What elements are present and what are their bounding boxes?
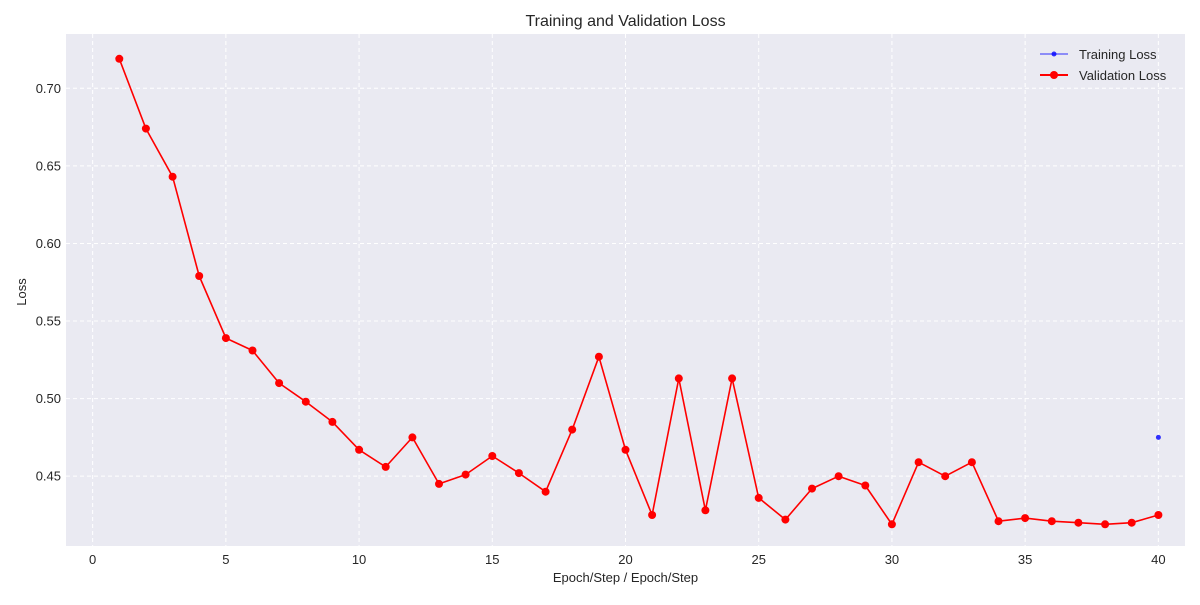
- data-point: [887, 520, 896, 529]
- x-tick-label: 15: [485, 552, 499, 567]
- data-point: [728, 374, 737, 383]
- x-tick-label: 0: [89, 552, 96, 567]
- data-point: [1154, 511, 1163, 519]
- y-tick-label: 0.45: [36, 469, 61, 484]
- y-tick-label: 0.60: [36, 236, 61, 251]
- y-axis-label: Loss: [14, 278, 29, 306]
- data-point: [408, 433, 417, 442]
- legend-marker-training: [1051, 51, 1057, 57]
- series-layer: [115, 54, 1163, 529]
- data-point: [1074, 518, 1083, 527]
- data-point: [168, 172, 177, 181]
- legend-label-training: Training Loss: [1079, 47, 1157, 62]
- x-tick-label: 30: [885, 552, 899, 567]
- x-axis-label: Epoch/Step / Epoch/Step: [553, 570, 698, 585]
- data-point: [221, 334, 230, 343]
- y-tick-labels: 0.45 0.50 0.55 0.60 0.65 0.70: [36, 81, 61, 484]
- data-point: [328, 417, 337, 426]
- data-point: [1127, 518, 1136, 527]
- legend: Training Loss Validation Loss: [1040, 47, 1167, 83]
- data-point: [701, 506, 710, 515]
- series-training-loss: [1155, 434, 1161, 440]
- legend-marker-validation: [1050, 71, 1058, 79]
- data-point: [275, 379, 284, 388]
- chart-title: Training and Validation Loss: [525, 13, 725, 30]
- data-point: [914, 458, 923, 467]
- data-point: [1047, 517, 1056, 526]
- x-tick-label: 35: [1018, 552, 1032, 567]
- data-point: [1101, 520, 1110, 529]
- data-point: [1021, 514, 1030, 523]
- x-tick-label: 10: [352, 552, 366, 567]
- data-point: [861, 481, 870, 490]
- data-point: [568, 425, 577, 434]
- x-tick-label: 20: [618, 552, 632, 567]
- data-point: [435, 479, 443, 488]
- legend-label-validation: Validation Loss: [1079, 68, 1167, 83]
- y-tick-label: 0.50: [36, 391, 61, 406]
- data-point: [115, 54, 124, 63]
- data-point: [781, 515, 790, 524]
- data-point: [994, 517, 1003, 526]
- series-validation-loss: [115, 54, 1163, 529]
- data-point: [248, 346, 257, 355]
- data-point: [1155, 434, 1161, 440]
- data-point: [808, 484, 816, 493]
- x-tick-label: 5: [222, 552, 229, 567]
- data-point: [514, 469, 523, 478]
- data-point: [621, 445, 630, 454]
- data-point: [941, 472, 950, 481]
- x-tick-label: 40: [1151, 552, 1165, 567]
- data-point: [834, 472, 843, 481]
- data-point: [381, 462, 390, 471]
- x-tick-label: 25: [751, 552, 765, 567]
- data-point: [301, 397, 310, 406]
- y-tick-label: 0.70: [36, 81, 61, 96]
- y-tick-label: 0.65: [36, 158, 61, 173]
- grid-lines: [66, 34, 1185, 546]
- data-point: [488, 452, 497, 460]
- data-point: [674, 374, 683, 383]
- y-tick-label: 0.55: [36, 314, 61, 329]
- data-point: [754, 493, 763, 502]
- data-point: [141, 124, 150, 133]
- data-point: [541, 487, 550, 496]
- x-tick-labels: 0 5 10 15 20 25 30 35 40: [89, 552, 1166, 567]
- data-point: [461, 470, 470, 479]
- data-point: [195, 272, 204, 280]
- data-point: [355, 445, 364, 454]
- data-point: [967, 458, 976, 467]
- data-point: [594, 352, 603, 361]
- series-line: [118, 58, 1159, 526]
- data-point: [648, 511, 657, 519]
